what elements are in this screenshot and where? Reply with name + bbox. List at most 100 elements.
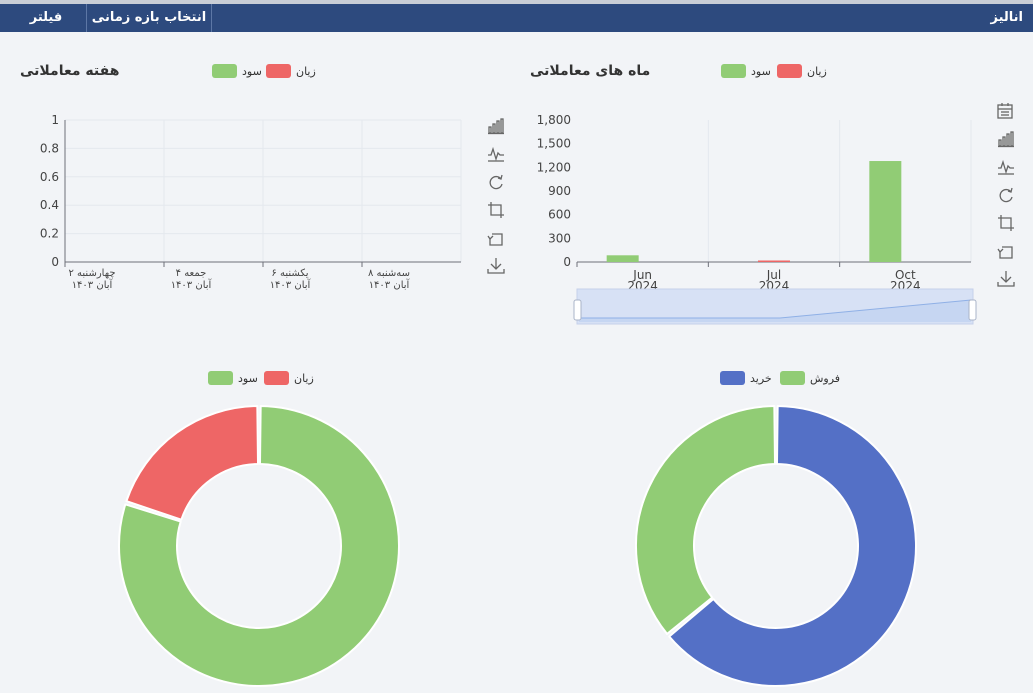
monthly-bar-loss[interactable]: [758, 260, 790, 263]
restore-icon[interactable]: [999, 187, 1013, 203]
monthly-legend-loss[interactable]: زیان: [777, 64, 827, 78]
download-icon-stroke: [1000, 276, 1012, 283]
monthly-bar-profit[interactable]: [869, 161, 902, 262]
weekly-x-tick-label: آبان ۱۴۰۳: [369, 278, 411, 291]
weekly-x-tick-label: آبان ۱۴۰۳: [72, 278, 114, 291]
download-icon[interactable]: [487, 258, 505, 274]
legend-label: سود: [751, 64, 771, 78]
weekly-x-tick-label: چهارشنبه ۲: [69, 268, 116, 279]
legend-label: فروش: [810, 371, 841, 385]
weekly-x-tick-label: یکشنبه ۶: [271, 268, 308, 279]
line-chart-icon-stroke: [488, 146, 504, 162]
pl-pie-legend-loss[interactable]: زیان: [264, 371, 314, 385]
weekly-chart-title: هفته معاملاتی: [20, 63, 120, 79]
restore-icon-stroke: [1007, 187, 1013, 193]
line-chart-icon[interactable]: [488, 146, 504, 162]
zoom-crop-icon-stroke: [490, 202, 504, 216]
monthly-legend-profit[interactable]: سود: [721, 64, 771, 78]
weekly-x-tick-label: آبان ۱۴۰۳: [270, 278, 312, 291]
monthly-toolbox: [997, 103, 1015, 287]
legend-label: زیان: [296, 64, 316, 78]
monthly-y-tick-label: 1,800: [537, 113, 571, 127]
zoom-back-icon[interactable]: [487, 233, 503, 246]
weekly-y-tick-label: 0.4: [40, 198, 59, 212]
bar-chart-icon-stroke: [488, 126, 492, 134]
datazoom-preview-line: [579, 299, 972, 319]
tab-filter[interactable]: فیلتر: [29, 10, 63, 25]
bar-chart-icon-stroke: [1006, 133, 1010, 147]
weekly-legend-profit[interactable]: سود: [212, 64, 262, 78]
window-top-strip: [0, 0, 1033, 4]
monthly-x-tick-label: Oct: [895, 268, 916, 282]
monthly-y-tick-label: 300: [548, 231, 571, 245]
legend-swatch: [720, 371, 745, 385]
zoom-crop-icon[interactable]: [488, 202, 504, 218]
monthly-y-tick-label: 600: [548, 208, 571, 222]
weekly-legend-loss[interactable]: زیان: [266, 64, 316, 78]
restore-icon-stroke: [497, 174, 503, 180]
line-chart-icon[interactable]: [998, 159, 1014, 175]
monthly-y-tick-label: 1,500: [537, 137, 571, 151]
zoom-back-icon-stroke: [997, 248, 1004, 254]
pl-pie-legend-profit[interactable]: سود: [208, 371, 258, 385]
restore-icon-stroke: [999, 188, 1013, 203]
monthly-x-tick-label: Jun: [632, 268, 652, 282]
bar-chart-icon-stroke: [1002, 136, 1006, 147]
zoom-crop-icon-stroke: [1000, 215, 1014, 229]
monthly-bar-profit[interactable]: [606, 255, 639, 262]
bar-chart-icon-stroke: [496, 120, 500, 134]
download-icon-stroke: [997, 282, 1015, 287]
page-title: انالیز: [990, 10, 1024, 25]
zoom-back-icon[interactable]: [997, 246, 1013, 259]
bar-chart-icon[interactable]: [998, 131, 1014, 148]
tab-date-range[interactable]: انتخاب بازه زمانی: [86, 4, 212, 32]
bar-chart-icon-stroke: [492, 123, 496, 134]
buy-sell-pie-slice[interactable]: [635, 405, 777, 635]
zoom-crop-icon[interactable]: [998, 215, 1014, 231]
bar-chart-icon-stroke: [1010, 131, 1014, 147]
profit-loss-pie-slice[interactable]: [118, 405, 400, 687]
monthly-y-tick-label: 0: [563, 255, 571, 269]
bar-chart-icon-stroke: [998, 139, 1002, 147]
calendar-icon-stroke: [997, 104, 1013, 119]
monthly-datazoom-slider[interactable]: [573, 288, 977, 325]
bar-chart-icon[interactable]: [488, 118, 504, 135]
zoom-back-icon-stroke: [489, 233, 503, 246]
zoom-crop-icon-stroke: [488, 204, 502, 218]
bs-pie-legend-sell[interactable]: فروش: [780, 371, 840, 385]
legend-swatch: [208, 371, 233, 385]
legend-swatch: [721, 64, 746, 78]
weekly-y-tick-label: 0: [51, 255, 59, 269]
legend-swatch: [264, 371, 289, 385]
weekly-x-tick-label: جمعه ۴: [176, 268, 207, 279]
zoom-back-icon-stroke: [999, 246, 1013, 259]
datazoom-handle-right[interactable]: [968, 299, 977, 321]
restore-icon[interactable]: [489, 174, 503, 190]
weekly-y-tick-label: 1: [51, 113, 59, 127]
calendar-icon[interactable]: [997, 103, 1013, 119]
weekly-x-tick-label: سه‌شنبه ۸: [368, 268, 410, 279]
bs-pie-legend-buy[interactable]: خرید: [720, 371, 772, 385]
monthly-chart-title: ماه های معاملاتی: [530, 63, 651, 79]
download-icon-stroke: [487, 269, 505, 274]
legend-label: سود: [242, 64, 262, 78]
download-icon[interactable]: [997, 271, 1015, 287]
profit-loss-pie-slice[interactable]: [125, 405, 260, 521]
monthly-y-tick-label: 900: [548, 184, 571, 198]
bar-chart-icon-stroke: [500, 118, 504, 134]
legend-swatch: [212, 64, 237, 78]
weekly-y-tick-label: 0.8: [40, 141, 59, 155]
legend-label: زیان: [807, 64, 827, 78]
zoom-crop-icon-stroke: [998, 217, 1012, 231]
zoom-back-icon-stroke: [487, 235, 494, 241]
legend-label: خرید: [750, 371, 772, 385]
legend-label: سود: [238, 371, 258, 385]
buy-sell-pie-slice[interactable]: [668, 405, 917, 687]
monthly-x-tick-label: Jul: [766, 268, 781, 282]
datazoom-handle-left[interactable]: [573, 299, 582, 321]
legend-swatch: [266, 64, 291, 78]
download-icon-stroke: [490, 263, 502, 270]
weekly-y-tick-label: 0.6: [40, 170, 59, 184]
line-chart-icon-stroke: [998, 159, 1014, 175]
